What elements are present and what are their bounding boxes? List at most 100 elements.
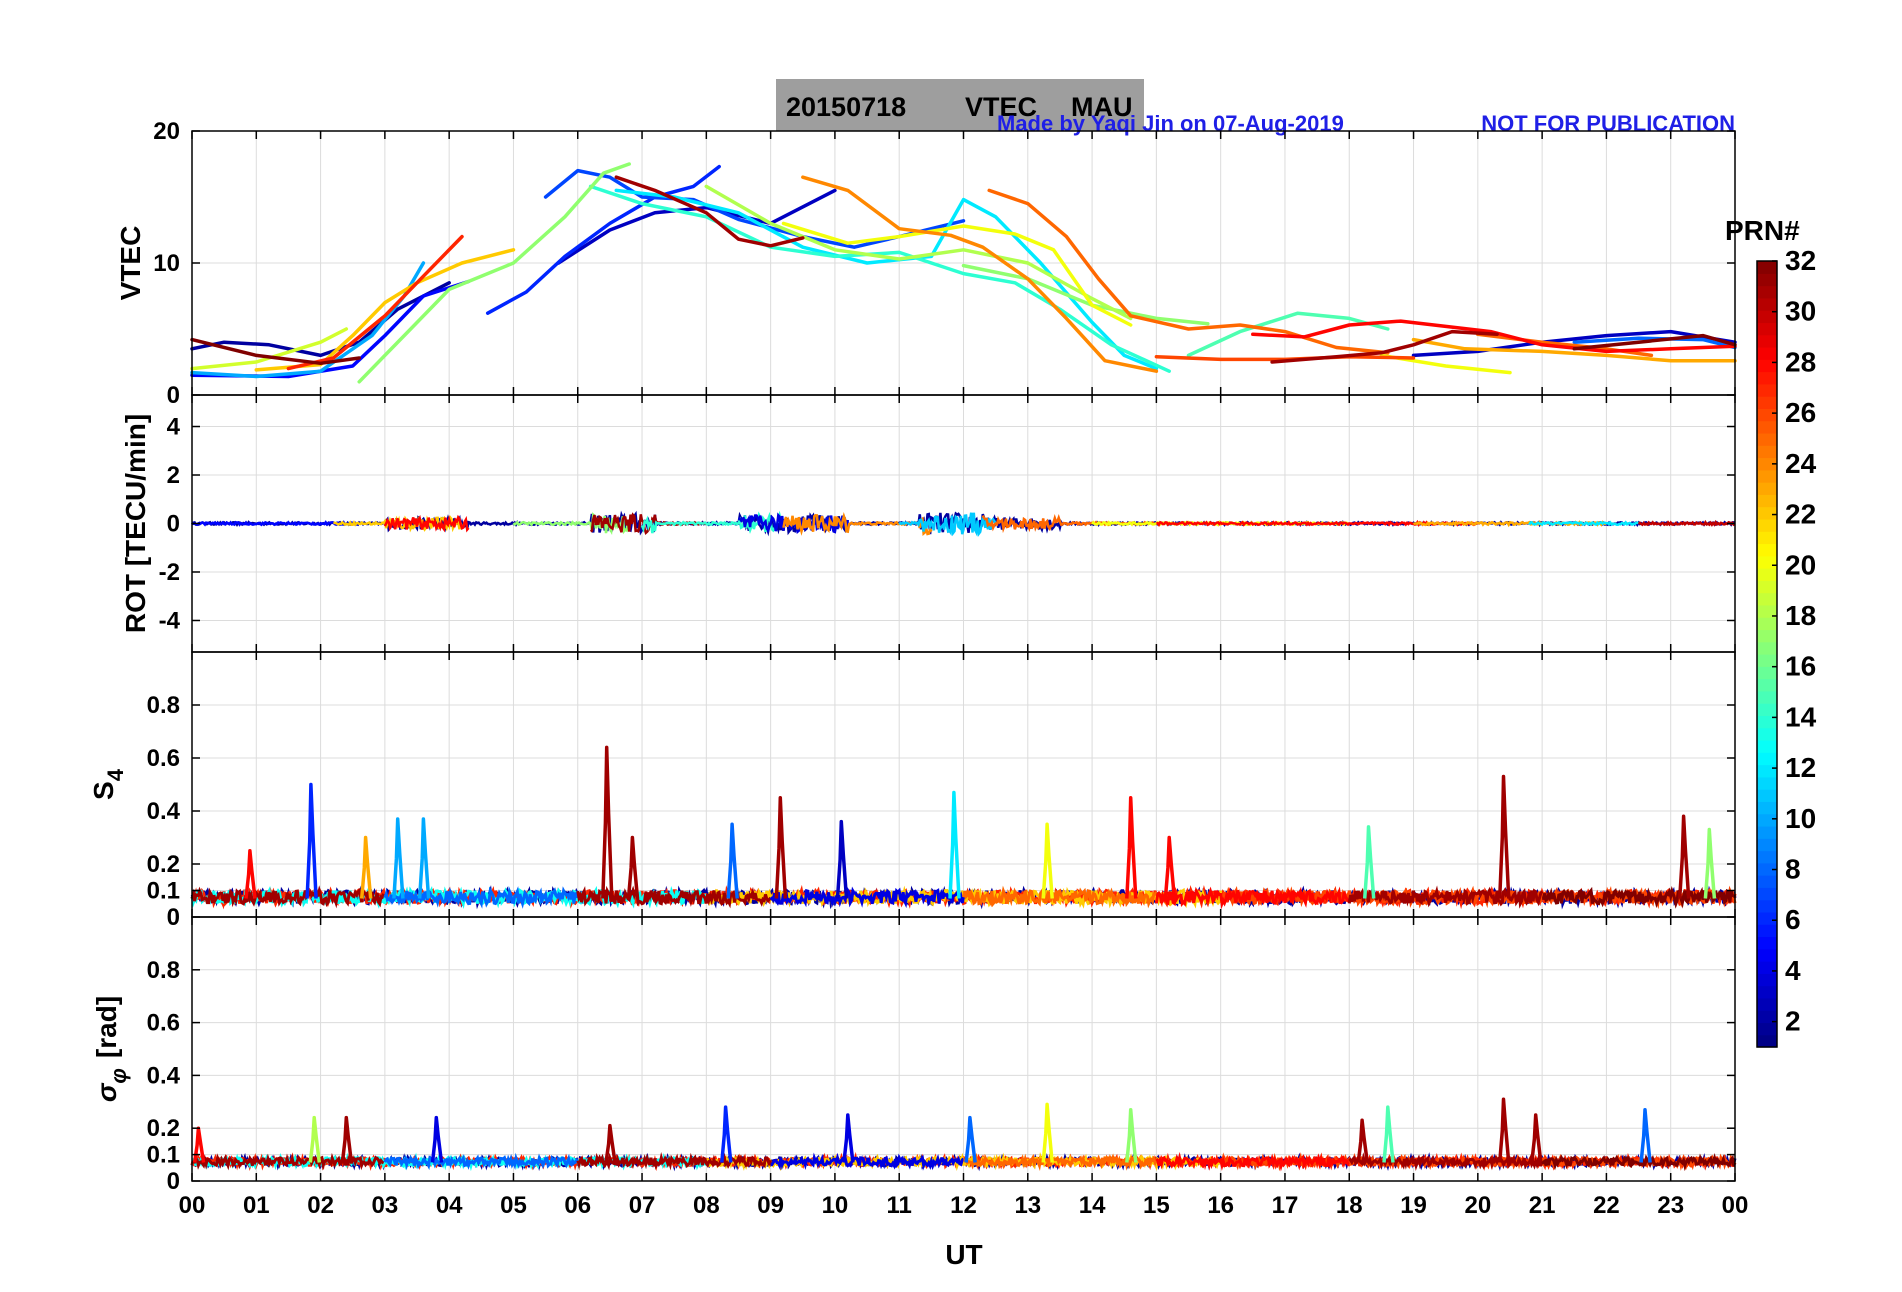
- s4-spike-prn-28: [1163, 835, 1177, 899]
- sigma_phi-series-prn-32: [1541, 1152, 1736, 1172]
- y-tick-label: 0: [167, 1168, 180, 1195]
- colorbar-swatch: [1757, 654, 1777, 667]
- y-tick-label: 0.2: [147, 1115, 180, 1142]
- s4-spike-prn-28: [244, 849, 257, 899]
- y-tick-label: -4: [159, 607, 181, 634]
- colorbar-swatch: [1757, 543, 1777, 557]
- vtec-series-prn-15: [1186, 311, 1390, 358]
- vtec-series-prn-31: [1270, 329, 1499, 364]
- colorbar-swatch: [1757, 592, 1777, 606]
- colorbar-swatch: [1757, 997, 1777, 1011]
- colorbar-swatch: [1757, 494, 1777, 508]
- sigma_phi-spike-prn-31: [340, 1115, 354, 1163]
- colorbar-swatch: [1757, 506, 1777, 520]
- colorbar-swatch: [1757, 789, 1777, 802]
- colorbar-swatch: [1757, 580, 1777, 594]
- colorbar-swatch: [1757, 875, 1777, 888]
- axis-label-main: σ: [91, 1082, 122, 1102]
- rot-series-prn-23: [1413, 519, 1608, 528]
- x-tick-label: 04: [436, 1192, 463, 1219]
- sigma-phi-panel: 00.10.2 0.4 0.6 0.8 σφ [rad]: [91, 916, 1737, 1195]
- vtec-series-prn-20: [781, 221, 1133, 327]
- x-tick-label: 00: [179, 1192, 206, 1219]
- s4-series-prn-27: [190, 884, 1737, 910]
- x-tick-label: 14: [1079, 1192, 1106, 1219]
- colorbar-swatch: [1757, 518, 1777, 532]
- x-tick-label: 01: [243, 1192, 270, 1219]
- s4-spike-prn-23: [359, 835, 373, 899]
- s4-spike-prn-10: [392, 817, 405, 899]
- sigma_phi-series-prn-31: [192, 1152, 385, 1171]
- rot-series-prn-12: [1528, 520, 1640, 527]
- sigma_phi-spike-prn-4: [430, 1115, 444, 1163]
- s4-series-prn-31: [1347, 885, 1544, 909]
- x-tick-label: 21: [1529, 1192, 1556, 1219]
- colorbar-swatch: [1757, 310, 1777, 324]
- x-tick-label: 17: [1272, 1192, 1299, 1219]
- rot-series-prn-11: [898, 512, 997, 537]
- colorbar-swatch: [1757, 801, 1777, 815]
- x-tick-label: 07: [629, 1192, 656, 1219]
- data-series-group: [190, 1097, 1737, 1172]
- colorbar-tick-label: 24: [1785, 448, 1817, 479]
- vtec-series-prn-6: [485, 164, 721, 315]
- y-tick-label: 0.4: [147, 1062, 181, 1089]
- colorbar-swatch: [1757, 383, 1777, 397]
- s4-series-prn-8: [383, 885, 580, 909]
- vtec-axis-label: VTEC: [115, 226, 146, 301]
- x-tick-label: 06: [564, 1192, 591, 1219]
- s4-spike-prn-8: [726, 822, 739, 899]
- y-tick-label: -2: [159, 559, 180, 586]
- s4-spike-prn-3: [835, 819, 849, 899]
- title-background: [776, 79, 1144, 131]
- s4-spike-prn-31: [626, 835, 640, 899]
- s4-series-prn-28: [1154, 886, 1351, 910]
- s4-spike-prn-12: [948, 790, 961, 899]
- colorbar-swatch: [1757, 285, 1777, 299]
- colorbar-swatch: [1757, 973, 1777, 987]
- colorbar-tick-label: 18: [1785, 600, 1816, 631]
- y-tick-label: 0.8: [147, 957, 180, 984]
- rot-axis-label: ROT [TECU/min]: [120, 414, 151, 633]
- y-tick-label: 0.6: [147, 1010, 180, 1037]
- sigma_phi-spike-prn-18: [308, 1115, 322, 1163]
- colorbar-swatch: [1757, 555, 1777, 569]
- data-series-group: [190, 510, 1736, 537]
- x-tick-label: 09: [757, 1192, 784, 1219]
- vtec-series-prn-2: [190, 281, 451, 358]
- x-tick-label: 20: [1464, 1192, 1491, 1219]
- colorbar-frame: [1756, 260, 1778, 1048]
- colorbar-swatch: [1757, 678, 1777, 692]
- colorbar-tick-label: 22: [1785, 499, 1816, 530]
- s4-spike-prn-31: [1497, 774, 1511, 899]
- colorbar-swatch: [1757, 469, 1777, 483]
- vtec-series-prn-28: [1251, 319, 1737, 354]
- vtec-series-prn-19: [190, 327, 349, 371]
- x-tick-label: 11: [887, 1192, 912, 1219]
- colorbar-tick-label: 20: [1785, 549, 1816, 580]
- colorbar-swatch: [1757, 776, 1777, 790]
- rot-series-prn-28: [383, 514, 470, 533]
- sigma_phi-spike-prn-6: [720, 1105, 733, 1163]
- rot-series-prn-30: [1637, 519, 1736, 527]
- colorbar-swatch: [1757, 813, 1777, 827]
- sigma_phi-spike-prn-20: [1041, 1102, 1054, 1163]
- y-tick-label: 0.6: [147, 745, 180, 772]
- sigma_phi-series-prn-4: [770, 1152, 965, 1171]
- title-box: 20150718 VTEC MAU: [776, 79, 1144, 131]
- x-tick-label: 05: [500, 1192, 527, 1219]
- colorbar-swatch: [1757, 297, 1777, 311]
- credit-text: Made by Yaqi Jin on 07-Aug-2019: [997, 111, 1344, 136]
- colorbar-swatch: [1757, 690, 1777, 704]
- colorbar-swatch: [1757, 924, 1777, 938]
- colorbar-swatch: [1757, 961, 1777, 974]
- sigma_phi-series-prn-31: [1348, 1152, 1544, 1171]
- y-tick-label: 0: [167, 511, 180, 538]
- x-axis-label: UT: [945, 1239, 982, 1270]
- colorbar-swatch: [1757, 727, 1777, 741]
- sigma_phi-spike-prn-31: [1356, 1118, 1370, 1163]
- vtec-series-prn-32: [190, 337, 361, 366]
- vtec-series-prn-7: [543, 168, 966, 249]
- x-tick-label: 23: [1657, 1192, 1684, 1219]
